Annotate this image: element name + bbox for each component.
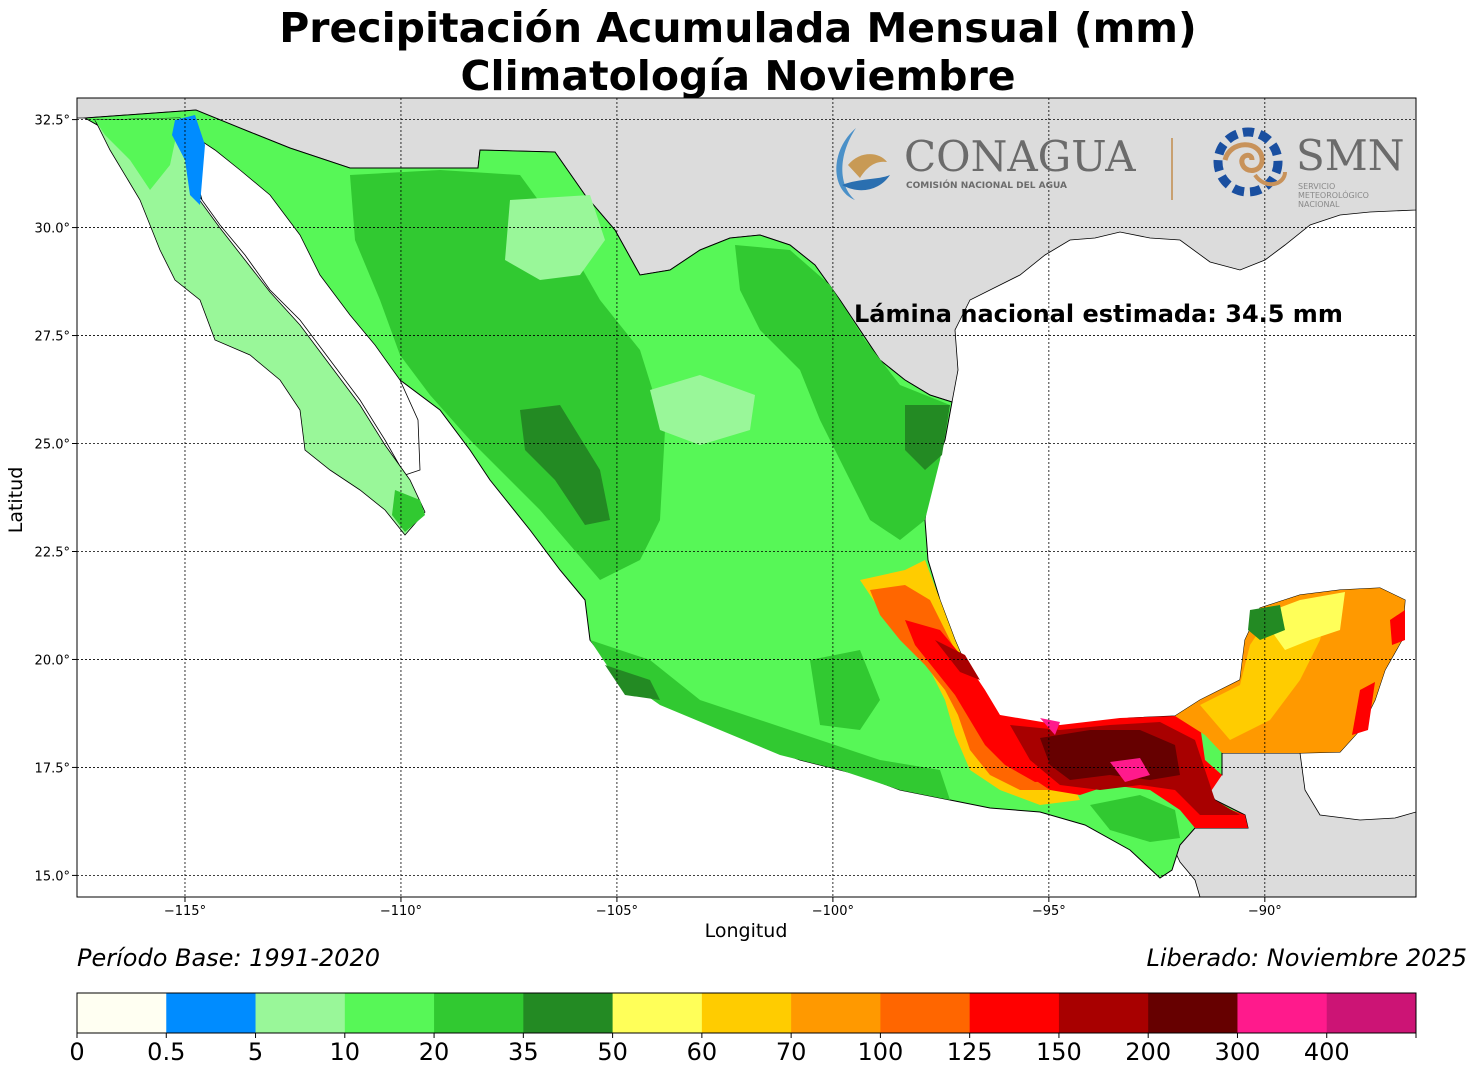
x-tick-label: −100° [812, 904, 854, 919]
chiapas-green [1090, 795, 1180, 842]
colorado-delta-blue [172, 115, 205, 205]
coahuila-dry-zone [650, 375, 755, 445]
x-tick-label: −90° [1248, 904, 1282, 919]
northeast-zone [735, 245, 950, 540]
y-tick-label: 22.5° [35, 545, 70, 560]
conagua-name: CONAGUA [904, 132, 1136, 181]
y-axis-label: Latitud [5, 467, 27, 534]
base-period-text: Período Base: 1991-2020 [77, 944, 380, 972]
quintanaroo-red-2 [1352, 682, 1375, 735]
map-title: Precipitación Acumulada Mensual (mm) [279, 4, 1197, 52]
y-tick-label: 32.5° [35, 114, 70, 129]
smn-logo: SMN SERVICIO METEOROLÓGICO NACIONAL [1213, 127, 1405, 209]
conagua-logo: CONAGUA COMISIÓN NACIONAL DEL AGUA [836, 128, 1136, 200]
smn-subtitle-1: SERVICIO [1298, 182, 1335, 191]
x-tick-label: −110° [380, 904, 422, 919]
y-tick-label: 15.0° [35, 869, 70, 884]
y-tick-label: 20.0° [35, 653, 70, 668]
y-tick-label: 25.0° [35, 438, 70, 453]
smn-subtitle-3: NACIONAL [1298, 200, 1340, 209]
baja-greener-zone [95, 118, 180, 190]
y-tick-label: 17.5° [35, 761, 70, 776]
tamaulipas-dark [905, 405, 950, 470]
baja-south-tip [392, 490, 425, 532]
jalisco-dark [605, 665, 660, 700]
smn-subtitle-2: METEOROLÓGICO [1298, 189, 1369, 200]
longitude-ticks: −115° −110° −105° −100° −95° −90° [164, 897, 1282, 919]
x-tick-label: −105° [596, 904, 638, 919]
sierra-occidental-dark [520, 405, 610, 525]
veracruz-darkred [935, 640, 980, 680]
yucatan-green [1248, 605, 1285, 640]
gulf-of-california [189, 139, 421, 476]
tabasco-magenta [1110, 758, 1150, 782]
graticule [77, 98, 1416, 897]
y-tick-label: 30.0° [35, 222, 70, 237]
x-tick-label: −115° [164, 904, 206, 919]
conagua-subtitle: COMISIÓN NACIONAL DEL AGUA [906, 179, 1067, 191]
tabasco-magenta-2 [1040, 718, 1060, 735]
yucatan-lightyellow [1260, 592, 1345, 650]
latitude-ticks: 32.5° 30.0° 27.5° 25.0° 22.5° 20.0° 17.5° 15.0° [35, 114, 77, 884]
baja-california [94, 117, 426, 536]
chihuahua-dry-zone [505, 195, 605, 280]
map-frame [76, 97, 1417, 898]
release-date-text: Liberado: Noviembre 2025 [1146, 944, 1467, 972]
y-tick-label: 27.5° [35, 330, 70, 345]
smn-name: SMN [1296, 131, 1405, 180]
x-tick-label: −95° [1032, 904, 1066, 919]
x-axis-label: Longitud [705, 920, 788, 942]
pacific-coast-zone [590, 640, 950, 800]
national-estimate-annotation: Lámina nacional estimada: 34.5 mm [854, 300, 1343, 328]
central-zone [810, 650, 880, 730]
quintanaroo-red [1390, 610, 1405, 645]
map-subtitle: Climatología Noviembre [460, 52, 1016, 100]
